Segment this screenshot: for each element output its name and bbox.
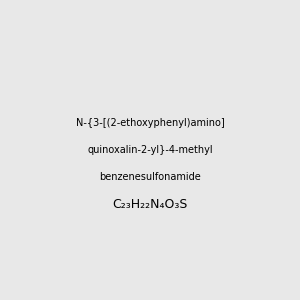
Text: benzenesulfonamide: benzenesulfonamide: [99, 172, 201, 182]
Text: N-{3-[(2-ethoxyphenyl)amino]: N-{3-[(2-ethoxyphenyl)amino]: [76, 118, 224, 128]
Text: C₂₃H₂₂N₄O₃S: C₂₃H₂₂N₄O₃S: [112, 197, 188, 211]
Text: quinoxalin-2-yl}-4-methyl: quinoxalin-2-yl}-4-methyl: [87, 145, 213, 155]
